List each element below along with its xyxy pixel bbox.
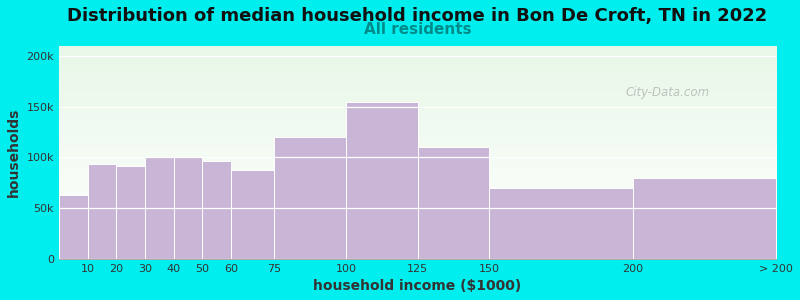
Bar xyxy=(174,158,202,259)
Bar xyxy=(116,167,145,259)
Bar xyxy=(490,188,633,259)
Bar xyxy=(633,178,776,259)
Y-axis label: households: households xyxy=(7,108,21,197)
Bar xyxy=(202,161,231,259)
Bar xyxy=(274,137,346,259)
Text: All residents: All residents xyxy=(364,22,471,38)
Text: City-Data.com: City-Data.com xyxy=(626,86,710,99)
Bar xyxy=(88,164,116,259)
X-axis label: household income ($1000): household income ($1000) xyxy=(314,279,522,293)
Title: Distribution of median household income in Bon De Croft, TN in 2022: Distribution of median household income … xyxy=(67,7,768,25)
Bar xyxy=(231,169,274,259)
Bar xyxy=(59,195,88,259)
Bar xyxy=(418,147,490,259)
Bar xyxy=(346,102,418,259)
Bar xyxy=(145,158,174,259)
